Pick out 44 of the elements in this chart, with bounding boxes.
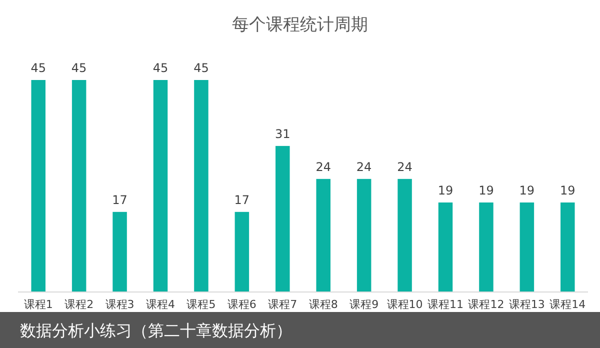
data-label: 17	[234, 192, 250, 207]
x-tick-label: 课程2	[64, 298, 94, 311]
x-tick-label: 课程4	[146, 298, 175, 311]
data-label: 19	[560, 183, 576, 198]
bar	[316, 178, 330, 292]
bar	[112, 212, 127, 292]
bar	[479, 202, 494, 292]
x-tick-label: 课程1	[24, 298, 53, 311]
x-tick-label: 课程6	[227, 298, 256, 311]
chart-title: 每个课程统计周期	[232, 15, 368, 35]
bar	[31, 80, 46, 292]
bar	[560, 202, 575, 292]
data-label: 19	[438, 183, 454, 198]
text: 数据分析小练习（第二十章数据分析）	[20, 321, 292, 340]
bar	[276, 146, 290, 292]
x-tick-label: 课程12	[468, 298, 504, 311]
x-tick-label: 课程14	[550, 298, 586, 311]
x-tick-label: 课程13	[508, 298, 545, 311]
data-label: 19	[478, 183, 494, 198]
bar	[356, 178, 372, 292]
data-label: 24	[356, 160, 372, 174]
x-tick-label: 课程8	[308, 298, 338, 311]
data-label: 45	[194, 61, 209, 75]
bar	[234, 212, 250, 292]
bar	[194, 80, 208, 292]
x-tick-label: 课程7	[268, 298, 298, 311]
bar	[520, 202, 534, 292]
bar	[438, 202, 453, 292]
x-tick-label: 课程9	[350, 298, 379, 311]
data-label: 19	[519, 183, 535, 198]
bar	[153, 80, 168, 292]
bar	[72, 80, 86, 292]
data-label: 31	[275, 126, 290, 141]
x-tick-label: 课程3	[105, 298, 134, 311]
x-tick-label: 课程11	[428, 298, 464, 311]
data-label: 45	[71, 61, 87, 75]
data-label: 45	[152, 61, 168, 75]
data-label: 45	[30, 61, 46, 75]
x-tick-label: 课程10	[386, 298, 423, 311]
x-tick-label: 课程5	[186, 298, 216, 311]
data-label: 17	[112, 192, 128, 207]
data-label: 24	[397, 160, 412, 174]
bar	[398, 178, 412, 292]
data-label: 24	[316, 160, 331, 174]
